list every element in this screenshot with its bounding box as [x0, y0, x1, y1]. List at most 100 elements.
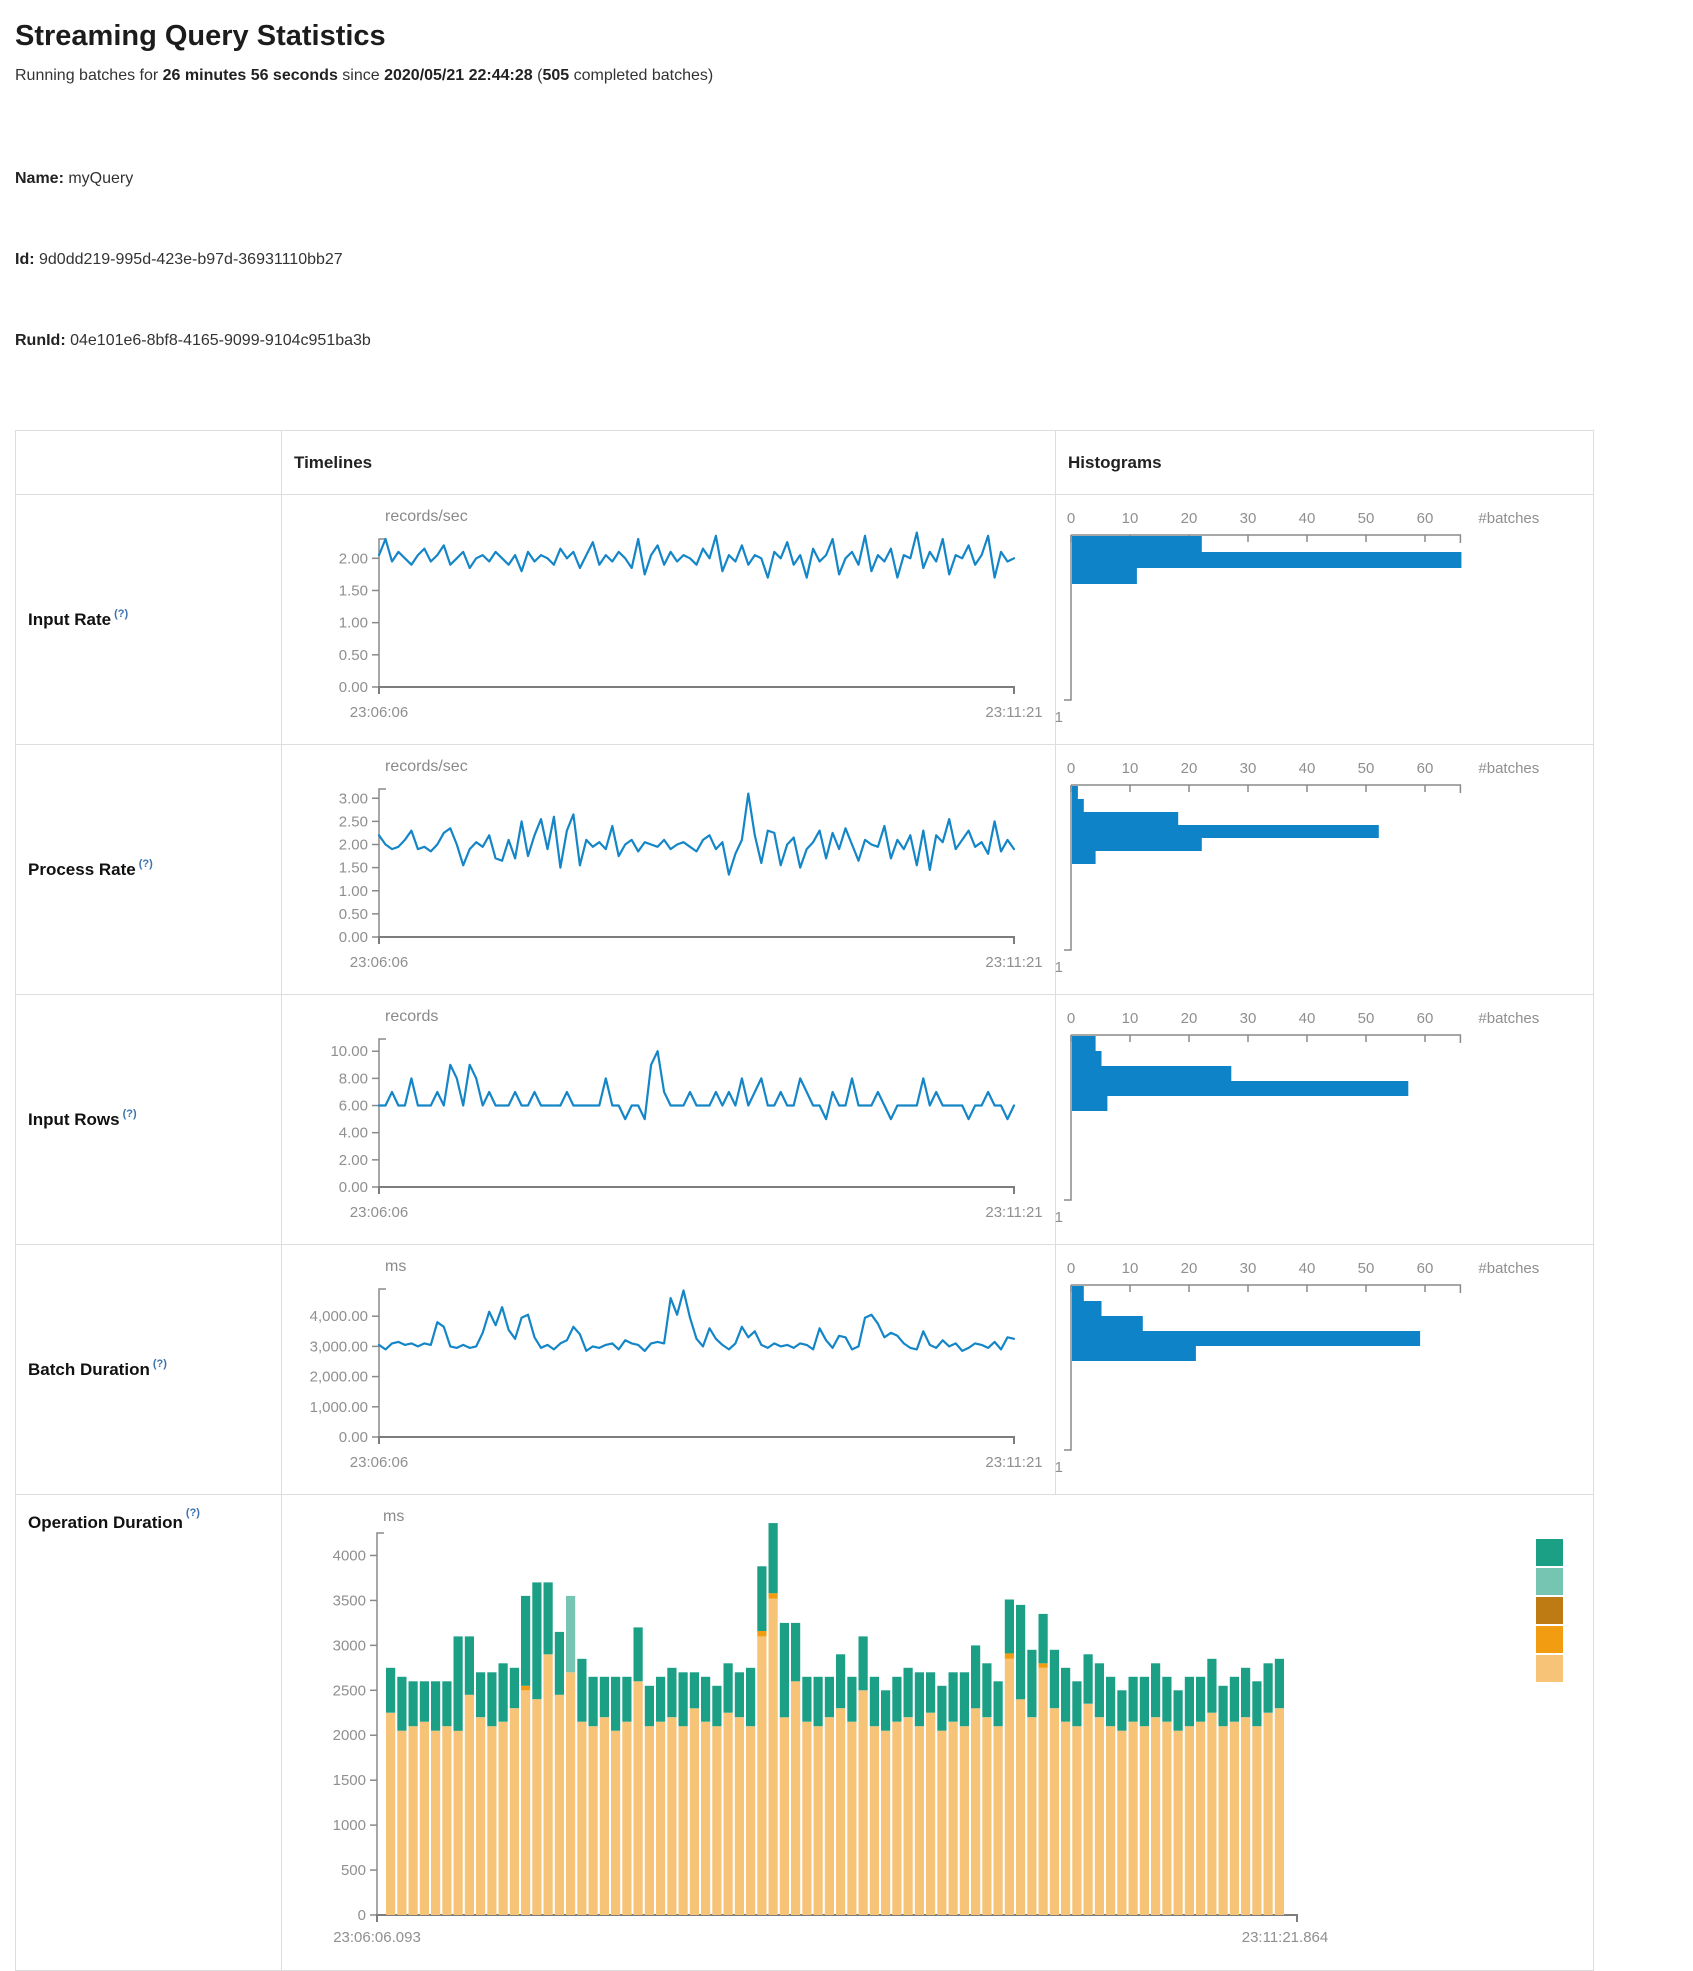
svg-text:60: 60: [1417, 1010, 1434, 1027]
row-label-input-rate: Input Rate (?): [16, 495, 282, 745]
legend-color-swatch: [1536, 1626, 1563, 1653]
svg-text:23:11:21: 23:11:21: [985, 954, 1042, 971]
svg-text:records/sec: records/sec: [385, 758, 468, 775]
batch-duration-timeline-chart: ms 4,000.00 3,000.00 2,000.00 1,000.00 0.00 23…: [282, 1245, 1056, 1495]
timelines-header: Timelines: [282, 431, 1056, 495]
svg-text:10: 10: [1122, 510, 1139, 527]
svg-text:1: 1: [1055, 1209, 1063, 1226]
svg-text:40: 40: [1299, 510, 1316, 527]
input-rows-label: Input Rows: [28, 1109, 120, 1129]
svg-text:2500: 2500: [333, 1682, 366, 1699]
svg-text:30: 30: [1240, 510, 1257, 527]
query-meta: Name: myQuery Id: 9d0dd219-995d-423e-b97…: [15, 111, 1678, 408]
since-text: since: [337, 67, 385, 84]
svg-text:23:11:21.864: 23:11:21.864: [1242, 1929, 1328, 1946]
svg-text:2.00: 2.00: [339, 550, 368, 567]
input-rate-help-icon[interactable]: (?): [114, 607, 129, 620]
svg-text:1: 1: [1055, 959, 1063, 976]
svg-text:23:06:06: 23:06:06: [350, 954, 408, 971]
row-label-operation-duration: Operation Duration (?): [16, 1495, 282, 1971]
operation-duration-legend: [1536, 1539, 1563, 1684]
process-rate-help-icon[interactable]: (?): [138, 857, 153, 870]
svg-text:20: 20: [1181, 1010, 1198, 1027]
start-time: 2020/05/21 22:44:28: [384, 67, 533, 84]
svg-text:0.00: 0.00: [339, 1179, 368, 1196]
svg-text:50: 50: [1358, 760, 1375, 777]
process-rate-label: Process Rate: [28, 859, 136, 879]
row-label-process-rate: Process Rate (?): [16, 745, 282, 995]
page-title: Streaming Query Statistics: [15, 20, 386, 52]
svg-text:4,000.00: 4,000.00: [310, 1308, 368, 1325]
svg-text:40: 40: [1299, 760, 1316, 777]
timelines-header-label: Timelines: [294, 452, 373, 472]
batch-duration-help-icon[interactable]: (?): [152, 1357, 167, 1370]
svg-text:4000: 4000: [333, 1547, 366, 1564]
svg-text:30: 30: [1240, 760, 1257, 777]
svg-text:#batches: #batches: [1478, 760, 1539, 777]
svg-text:0: 0: [1067, 1260, 1075, 1277]
query-runid-line: RunId: 04e101e6-8bf8-4165-9099-9104c951b…: [15, 327, 1678, 354]
row-label-input-rows: Input Rows (?): [16, 995, 282, 1245]
histograms-header-label: Histograms: [1068, 452, 1162, 472]
svg-text:0.50: 0.50: [339, 906, 368, 923]
running-duration: 26 minutes 56 seconds: [162, 67, 338, 84]
svg-text:1: 1: [1055, 1459, 1063, 1476]
legend-color-swatch: [1536, 1568, 1563, 1595]
svg-text:0.00: 0.00: [339, 679, 368, 696]
query-id-label: Id:: [15, 251, 35, 268]
svg-text:1500: 1500: [333, 1772, 366, 1789]
svg-text:50: 50: [1358, 1260, 1375, 1277]
operation-duration-help-icon[interactable]: (?): [185, 1507, 200, 1519]
svg-text:2000: 2000: [333, 1727, 366, 1744]
svg-text:60: 60: [1417, 510, 1434, 527]
svg-text:23:11:21: 23:11:21: [985, 1454, 1042, 1471]
svg-text:0: 0: [1067, 510, 1075, 527]
svg-text:60: 60: [1417, 1260, 1434, 1277]
query-runid-value: 04e101e6-8bf8-4165-9099-9104c951ba3b: [65, 332, 371, 349]
query-id-line: Id: 9d0dd219-995d-423e-b97d-36931110bb27: [15, 246, 1678, 273]
svg-text:2.00: 2.00: [339, 837, 368, 854]
legend-color-swatch: [1536, 1597, 1563, 1624]
svg-text:10: 10: [1122, 1260, 1139, 1277]
svg-text:1.50: 1.50: [339, 860, 368, 877]
svg-text:3,000.00: 3,000.00: [310, 1338, 368, 1355]
svg-text:20: 20: [1181, 1260, 1198, 1277]
stats-table: Timelines Histograms Input Rate (?) recor…: [15, 430, 1594, 1971]
svg-text:ms: ms: [385, 1258, 406, 1275]
input-rows-help-icon[interactable]: (?): [122, 1107, 137, 1120]
operation-duration-label: Operation Duration: [28, 1513, 183, 1532]
svg-text:6.00: 6.00: [339, 1098, 368, 1115]
svg-text:1.00: 1.00: [339, 883, 368, 900]
svg-text:4.00: 4.00: [339, 1125, 368, 1142]
input-rate-timeline-chart: records/sec 2.00 1.50 1.00 0.50 0.00 23:06:06 2…: [282, 495, 1056, 745]
svg-text:23:11:21: 23:11:21: [985, 704, 1042, 721]
svg-text:30: 30: [1240, 1010, 1257, 1027]
svg-text:10: 10: [1122, 760, 1139, 777]
svg-text:0: 0: [1067, 1010, 1075, 1027]
svg-text:40: 40: [1299, 1010, 1316, 1027]
query-name-label: Name:: [15, 170, 64, 187]
svg-text:60: 60: [1417, 760, 1434, 777]
query-runid-label: RunId:: [15, 332, 66, 349]
batch-suffix: completed batches): [569, 67, 714, 84]
svg-text:23:06:06: 23:06:06: [350, 1204, 408, 1221]
process-rate-histogram-chart: 0 10 20 30 40 50 60 #batches 1: [1055, 745, 1594, 995]
input-rate-histogram-chart: 0 10 20 30 40 50 60 #batches 1: [1055, 495, 1594, 745]
svg-text:3.00: 3.00: [339, 790, 368, 807]
batch-duration-label: Batch Duration: [28, 1359, 150, 1379]
svg-text:records/sec: records/sec: [385, 508, 468, 525]
corner-header-cell: [16, 431, 282, 495]
input-rate-label: Input Rate: [28, 609, 112, 629]
svg-text:500: 500: [341, 1862, 366, 1879]
svg-text:2,000.00: 2,000.00: [310, 1369, 368, 1386]
svg-text:20: 20: [1181, 510, 1198, 527]
svg-text:23:06:06: 23:06:06: [350, 704, 408, 721]
svg-text:1.00: 1.00: [339, 615, 368, 632]
svg-text:1,000.00: 1,000.00: [310, 1399, 368, 1416]
svg-text:50: 50: [1358, 510, 1375, 527]
svg-text:23:06:06: 23:06:06: [350, 1454, 408, 1471]
svg-text:10.00: 10.00: [330, 1043, 368, 1060]
svg-text:10: 10: [1122, 1010, 1139, 1027]
svg-text:records: records: [385, 1008, 438, 1025]
